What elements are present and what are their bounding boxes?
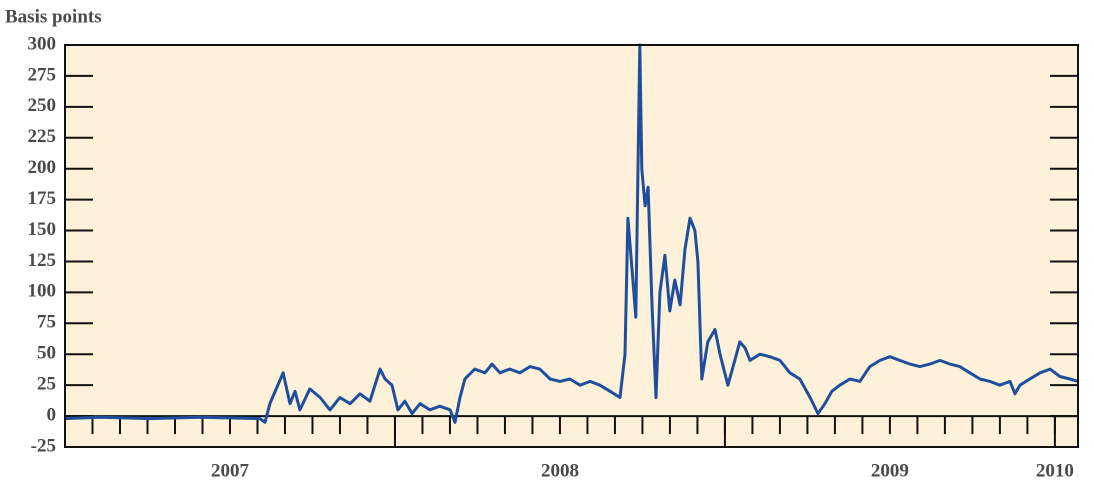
y-tick-label: 100 (28, 281, 57, 302)
x-tick-label: 2009 (871, 460, 909, 481)
y-tick-label: 175 (28, 188, 57, 209)
y-tick-label: 150 (28, 219, 57, 240)
y-tick-label: 200 (28, 157, 57, 178)
data-line (64, 43, 1079, 424)
y-axis-label: Basis points (5, 6, 102, 27)
y-tick-label: 125 (28, 250, 57, 271)
x-tick-label: 2007 (211, 460, 250, 481)
y-tick-label: 25 (37, 374, 56, 395)
y-tick-label: 250 (28, 95, 57, 116)
y-tick-label: 275 (28, 64, 57, 85)
x-tick-label: 2010 (1036, 460, 1074, 481)
x-tick-label: 2008 (541, 460, 579, 481)
y-tick-label: 0 (47, 404, 57, 425)
y-tick-label: 75 (37, 312, 56, 333)
y-tick-label: 300 (28, 33, 57, 54)
y-tick-label: -25 (31, 435, 56, 456)
plot-frame (64, 44, 1079, 448)
plot-area (65, 45, 1078, 447)
y-tick-label: 225 (28, 126, 57, 147)
y-tick-label: 50 (37, 343, 56, 364)
